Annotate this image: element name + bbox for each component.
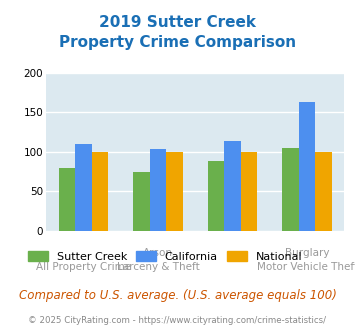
Bar (75, 144, 92, 231)
Text: Property Crime Comparison: Property Crime Comparison (59, 35, 296, 50)
Bar (283, 148, 299, 231)
Bar (59, 168, 75, 231)
Bar (133, 172, 150, 231)
Bar (299, 102, 315, 231)
Bar (241, 152, 257, 231)
Text: © 2025 CityRating.com - https://www.cityrating.com/crime-statistics/: © 2025 CityRating.com - https://www.city… (28, 315, 327, 325)
Text: Compared to U.S. average. (U.S. average equals 100): Compared to U.S. average. (U.S. average … (18, 289, 337, 302)
Bar (92, 152, 108, 231)
Text: All Property Crime: All Property Crime (36, 262, 131, 272)
Text: 2019 Sutter Creek: 2019 Sutter Creek (99, 15, 256, 30)
Text: Larceny & Theft: Larceny & Theft (116, 262, 200, 272)
Bar (150, 149, 166, 231)
Bar (166, 152, 182, 231)
Bar (224, 141, 241, 231)
Text: Burglary: Burglary (285, 248, 329, 258)
Bar (208, 160, 224, 231)
Text: Arson: Arson (143, 248, 173, 258)
Text: Motor Vehicle Theft: Motor Vehicle Theft (257, 262, 355, 272)
Legend: Sutter Creek, California, National: Sutter Creek, California, National (23, 247, 307, 267)
Bar (315, 152, 332, 231)
